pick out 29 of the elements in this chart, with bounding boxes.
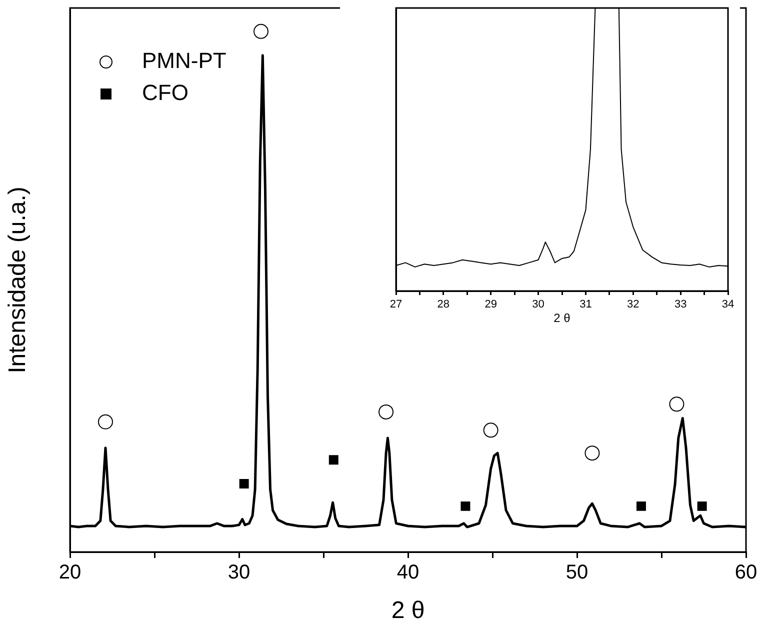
point [239, 479, 249, 489]
x-tick-label: 34 [722, 298, 734, 311]
x-tick-label: 33 [674, 298, 687, 311]
x-tick-label: 30 [228, 562, 250, 584]
point [697, 501, 707, 511]
point [460, 501, 470, 511]
x-tick-label: 27 [390, 298, 402, 311]
legend-label: CFO [142, 80, 188, 106]
x-tick-label: 32 [627, 298, 640, 311]
x-tick-label: 28 [437, 298, 450, 311]
y-axis-title: Intensidade (u.a.) [4, 186, 32, 374]
x-tick-label: 20 [58, 562, 82, 584]
x-tick-label: 50 [566, 562, 588, 584]
point [328, 455, 338, 465]
point [378, 404, 394, 420]
point [669, 396, 684, 412]
point [483, 422, 498, 438]
x-axis-title: 2 θ [391, 597, 425, 624]
x-tick-label: 29 [484, 298, 497, 311]
x-tick-label: 31 [580, 298, 592, 311]
x-axis-title: 2 θ [554, 311, 571, 326]
x-tick-label: 40 [396, 562, 420, 584]
x-tick-label: 30 [532, 298, 544, 311]
x-tick-label: 60 [734, 562, 758, 584]
point [253, 24, 268, 39]
legend-label: PMN-PT [142, 48, 226, 74]
point [636, 501, 646, 511]
point [584, 446, 600, 461]
point [98, 414, 113, 430]
